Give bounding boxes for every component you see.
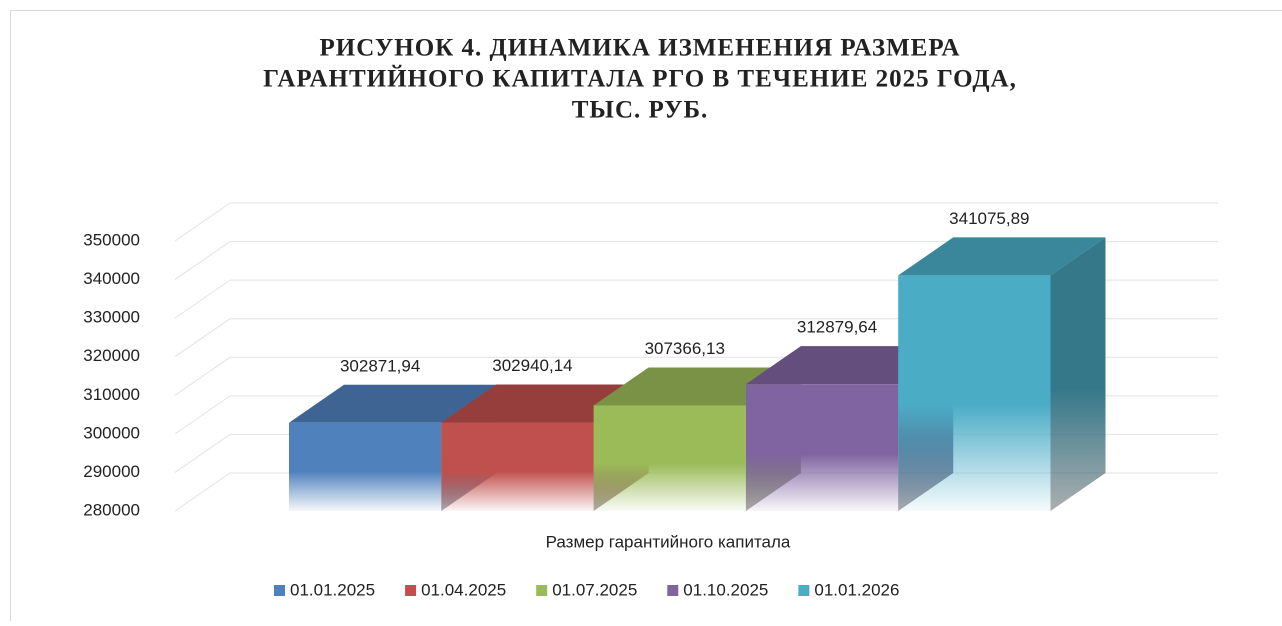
legend-marker [536,585,547,596]
legend-label: 01.04.2025 [421,580,506,599]
y-tick-label: 330000 [83,308,140,327]
y-tick-label: 300000 [83,423,140,442]
y-tick-label: 340000 [83,269,140,288]
legend-marker [667,585,678,596]
grid-line [175,434,230,472]
y-tick-label: 320000 [83,346,140,365]
legend-marker [405,585,416,596]
grid-line [175,357,230,395]
legend-marker [798,585,809,596]
data-label: 302940,14 [492,356,572,375]
bar [898,275,1050,511]
bar-side-shade [1051,237,1106,511]
y-tick-label: 350000 [83,230,140,249]
grid-line [175,319,230,357]
chart-title: ГАРАНТИЙНОГО КАПИТАЛА РГО В ТЕЧЕНИЕ 2025… [263,65,1017,93]
chart-title: РИСУНОК 4. ДИНАМИКА ИЗМЕНЕНИЯ РАЗМЕРА [319,35,960,62]
bar [746,384,898,511]
legend-label: 01.07.2025 [552,580,637,599]
data-label: 312879,64 [797,318,877,337]
legend-label: 01.01.2026 [814,580,899,599]
data-label: 307366,13 [645,339,725,358]
legend-label: 01.10.2025 [683,580,768,599]
y-tick-label: 310000 [83,385,140,404]
grid-line [175,473,230,511]
grid-line [175,242,230,280]
chart-title: ТЫС. РУБ. [572,97,709,124]
grid-line [175,280,230,318]
grid-line [175,396,230,434]
grid-line [175,203,230,241]
y-tick-label: 280000 [83,500,140,519]
bar [594,405,746,511]
bar [289,423,441,511]
x-tick-label: Размер гарантийного капитала [546,532,791,551]
legend-marker [274,585,285,596]
legend-label: 01.01.2025 [290,580,375,599]
y-tick-label: 290000 [83,462,140,481]
data-label: 302871,94 [340,356,420,375]
data-label: 341075,89 [949,209,1029,228]
bar [441,423,593,511]
